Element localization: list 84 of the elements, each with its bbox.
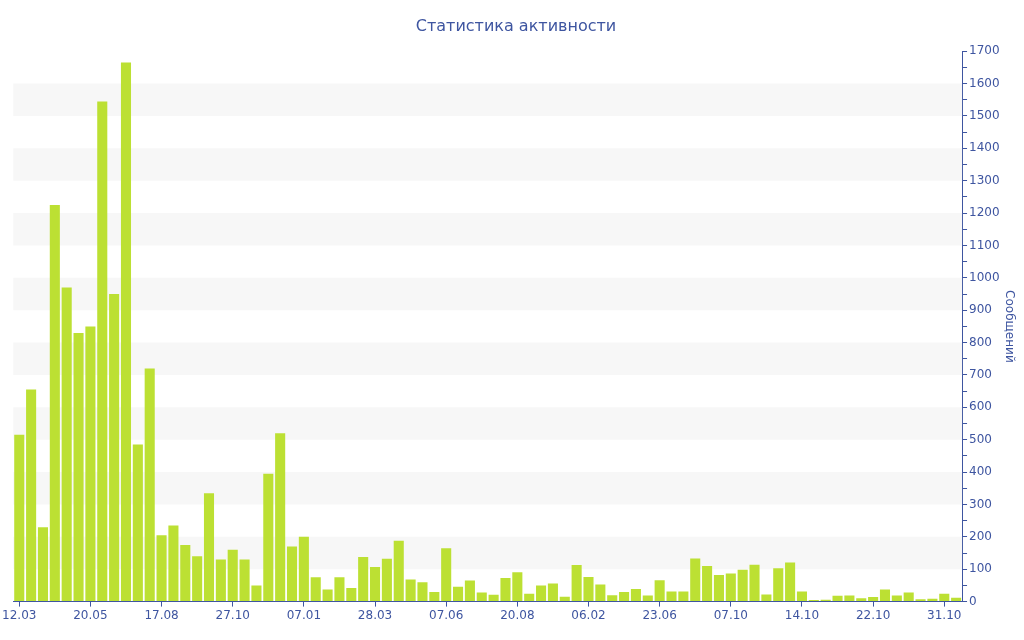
y-tick-label: 1600 [969, 75, 1000, 90]
x-tick-label: 23.06 [642, 607, 677, 622]
bar [725, 573, 736, 602]
y-tick-label: 200 [969, 528, 992, 543]
bar [879, 589, 891, 602]
bar [476, 592, 487, 602]
bar [939, 593, 950, 602]
bar [868, 597, 879, 602]
x-tick-label: 07.10 [713, 607, 748, 622]
x-tick-label: 27.10 [215, 607, 250, 622]
x-tick-label: 06.02 [571, 607, 606, 622]
bar [275, 433, 286, 602]
bar [61, 287, 72, 602]
bar [144, 368, 155, 602]
bar [713, 575, 724, 602]
bar [559, 596, 570, 602]
y-tick-label: 600 [969, 399, 992, 414]
x-tick-label: 07.06 [429, 607, 464, 622]
bar [453, 586, 464, 602]
y-axis-title: Сообщений [1002, 290, 1017, 363]
y-tick-label: 1300 [969, 172, 1000, 187]
y-tick-label: 800 [969, 334, 992, 349]
bar [441, 548, 452, 602]
y-tick-label: 1100 [969, 237, 1000, 252]
y-tick-label: 1700 [969, 43, 1000, 58]
bar [690, 558, 701, 602]
x-tick-label: 14.10 [784, 607, 820, 622]
y-tick-label: 1000 [969, 269, 1000, 284]
y-tick-label: 1200 [969, 205, 1000, 220]
bar [26, 389, 37, 602]
x-tick-label: 12.03 [2, 607, 37, 622]
x-tick-label: 07.01 [286, 607, 322, 622]
bar [215, 559, 226, 602]
x-tick-label: 20.08 [500, 607, 535, 622]
bar [536, 585, 547, 602]
bar [891, 595, 902, 602]
bar [607, 595, 618, 602]
bar [192, 556, 203, 602]
bar [773, 568, 784, 602]
bar [702, 565, 713, 602]
bar [203, 493, 215, 602]
bar [37, 527, 49, 602]
bar [310, 577, 321, 602]
bar [547, 583, 558, 602]
bar [346, 588, 357, 602]
y-tick-label: 1500 [969, 108, 1000, 123]
bar [903, 592, 914, 602]
x-tick-label: 28.03 [357, 607, 393, 622]
bar [524, 593, 535, 602]
bar [856, 598, 867, 602]
y-tick-label: 100 [969, 561, 992, 576]
bar [393, 540, 404, 602]
bar [109, 294, 120, 602]
y-tick-label: 500 [969, 431, 992, 446]
y-tick-label: 1400 [969, 140, 1000, 155]
bar [642, 595, 653, 602]
x-tick-label: 22.10 [855, 607, 891, 622]
y-tick-label: 300 [969, 496, 992, 511]
chart-title: Статистика активности [415, 15, 617, 35]
bar [630, 588, 641, 602]
y-tick-label: 400 [969, 464, 992, 479]
bar [120, 62, 132, 602]
x-tick-label: 20.05 [73, 607, 108, 622]
bar [381, 558, 392, 602]
bar [97, 101, 108, 602]
bar [464, 580, 475, 602]
bar [227, 549, 238, 602]
y-tick-label: 700 [969, 367, 992, 382]
bar [132, 444, 143, 602]
y-tick-label: 0 [969, 593, 977, 608]
bar [49, 204, 60, 602]
bar [286, 546, 298, 602]
bar [796, 591, 807, 602]
bar [14, 434, 25, 602]
x-tick-label: 31.10 [927, 607, 962, 622]
x-tick-label: 17.08 [144, 607, 179, 622]
bar [180, 544, 191, 602]
bar [619, 591, 630, 602]
y-tick-label: 900 [969, 302, 992, 317]
bar [358, 556, 369, 602]
bar [298, 536, 309, 602]
bar [263, 473, 274, 602]
bar [785, 562, 796, 602]
bar [369, 566, 381, 602]
